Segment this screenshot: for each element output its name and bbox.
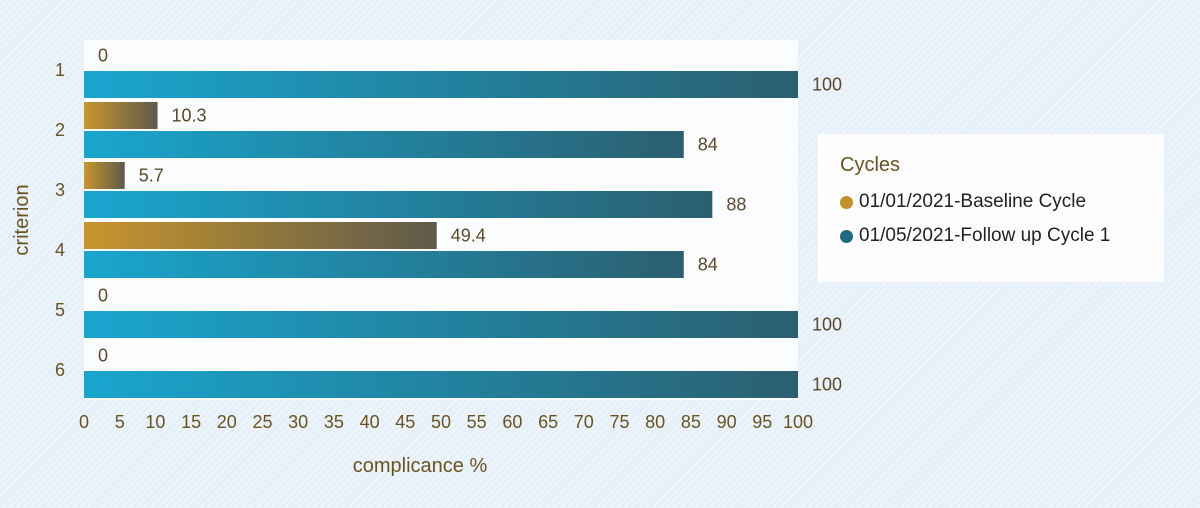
x-tick-label: 35 <box>324 412 344 432</box>
x-tick-label: 85 <box>681 412 701 432</box>
baseline-value-label: 0 <box>98 346 108 366</box>
y-tick-label: 2 <box>55 120 65 140</box>
followup-value-label: 88 <box>726 195 746 215</box>
baseline-value-label: 49.4 <box>451 226 486 246</box>
followup-value-label: 100 <box>812 75 842 95</box>
legend-title: Cycles <box>840 154 901 176</box>
legend-label-followup: 01/05/2021-Follow up Cycle 1 <box>859 225 1111 246</box>
followup-value-label: 84 <box>698 255 718 275</box>
x-tick-label: 70 <box>574 412 594 432</box>
legend-label-baseline: 01/01/2021-Baseline Cycle <box>859 191 1087 212</box>
x-tick-label: 80 <box>645 412 665 432</box>
followup-bar <box>84 251 684 278</box>
baseline-bar <box>84 162 125 189</box>
x-axis-title: complicance % <box>353 455 488 477</box>
followup-value-label: 84 <box>698 135 718 155</box>
x-tick-label: 75 <box>609 412 629 432</box>
legend-item-followup: 01/05/2021-Follow up Cycle 1 <box>840 225 1164 247</box>
legend: Cycles 01/01/2021-Baseline Cycle 01/05/2… <box>818 134 1164 282</box>
x-tick-label: 55 <box>467 412 487 432</box>
plot-area-background <box>84 40 798 400</box>
followup-value-label: 100 <box>812 315 842 335</box>
x-tick-label: 0 <box>79 412 89 432</box>
y-tick-label: 4 <box>55 240 65 260</box>
legend-dot-baseline-icon <box>840 195 853 209</box>
x-tick-label: 100 <box>783 412 813 432</box>
x-tick-label: 25 <box>252 412 272 432</box>
y-tick-label: 1 <box>55 60 65 80</box>
x-tick-label: 40 <box>360 412 380 432</box>
y-tick-label: 5 <box>55 300 65 320</box>
x-tick-label: 90 <box>717 412 737 432</box>
y-axis-title: criterion <box>11 184 33 255</box>
x-tick-label: 15 <box>181 412 201 432</box>
baseline-value-label: 0 <box>98 286 108 306</box>
x-tick-label: 65 <box>538 412 558 432</box>
y-tick-label: 6 <box>55 360 65 380</box>
baseline-value-label: 10.3 <box>172 106 207 126</box>
legend-dot-followup-icon <box>840 229 853 243</box>
x-tick-label: 5 <box>115 412 125 432</box>
followup-bar <box>84 191 713 218</box>
followup-bar <box>84 71 798 98</box>
followup-bar <box>84 371 798 398</box>
followup-value-label: 100 <box>812 375 842 395</box>
x-tick-label: 45 <box>395 412 415 432</box>
x-tick-label: 10 <box>145 412 165 432</box>
followup-bar <box>84 131 684 158</box>
baseline-value-label: 5.7 <box>139 166 164 186</box>
y-tick-label: 3 <box>55 180 65 200</box>
x-tick-label: 30 <box>288 412 308 432</box>
x-tick-label: 60 <box>502 412 522 432</box>
legend-item-baseline: 01/01/2021-Baseline Cycle <box>840 191 1164 213</box>
baseline-bar <box>84 102 158 129</box>
x-tick-label: 20 <box>217 412 237 432</box>
baseline-value-label: 0 <box>98 46 108 66</box>
x-tick-label: 95 <box>752 412 772 432</box>
followup-bar <box>84 311 798 338</box>
baseline-bar <box>84 222 437 249</box>
x-tick-label: 50 <box>431 412 451 432</box>
